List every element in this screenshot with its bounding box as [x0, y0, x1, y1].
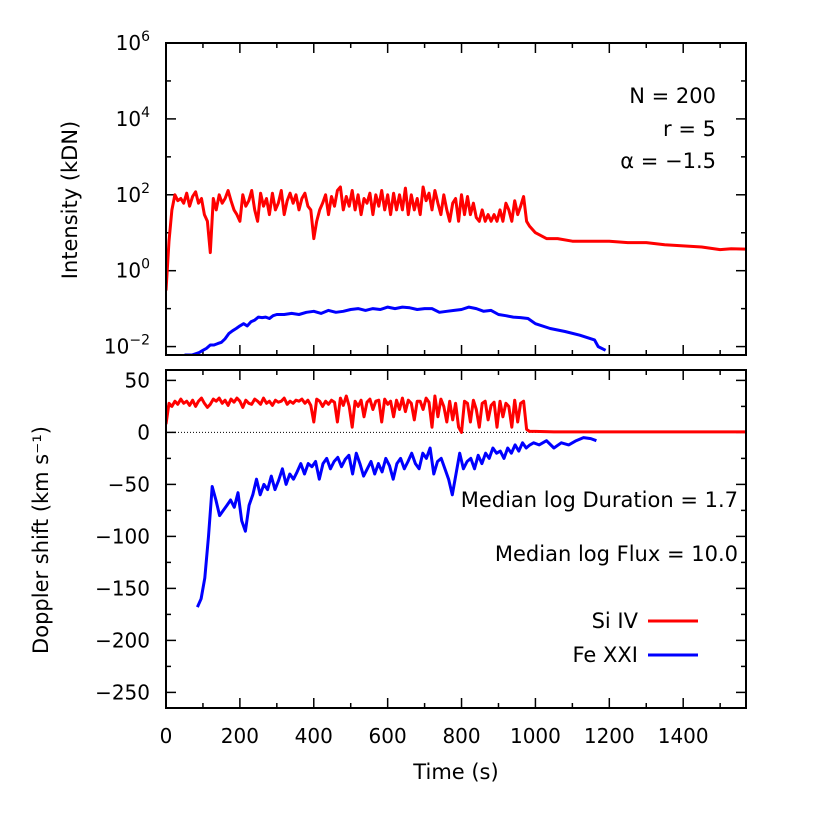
- doppler-tick-label: −250: [95, 680, 150, 704]
- doppler-line-fe-xxi: [196, 436, 597, 608]
- annotation-median-flux: Median log Flux = 10.0: [495, 542, 738, 566]
- doppler-tick-label: 50: [125, 368, 150, 392]
- intensity-tick-label: 106: [116, 29, 150, 55]
- intensity-line-fe-xxi: [184, 305, 607, 355]
- x-tick-label: 1200: [584, 724, 635, 748]
- intensity-tick-label: 102: [116, 181, 150, 207]
- annotation-r: r = 5: [663, 117, 716, 141]
- legend-label-fe-xxi: Fe XXI: [573, 643, 639, 667]
- doppler-tick-label: −150: [95, 576, 150, 600]
- intensity-tick-label: 10−2: [104, 333, 150, 359]
- intensity-plot-frame: [165, 42, 747, 356]
- intensity-line-si-iv: [166, 185, 746, 291]
- x-tick-label: 800: [442, 724, 480, 748]
- intensity-series: [166, 185, 746, 355]
- x-tick-label: 1400: [658, 724, 709, 748]
- intensity-panel: 10−2 100 102 104 106 Intensity (kDN) N = 200…: [58, 29, 747, 359]
- annotation-median-duration: Median log Duration = 1.7: [461, 488, 738, 512]
- legend-label-si-iv: Si IV: [592, 609, 639, 633]
- intensity-tick-label: 100: [116, 257, 150, 283]
- doppler-series: [166, 394, 746, 608]
- x-tick-label: 1000: [510, 724, 561, 748]
- doppler-line-si-iv: [166, 394, 746, 434]
- doppler-tick-label: 0: [137, 420, 150, 444]
- doppler-panel: 50 0 −50 −100 −150 −200 −250 0 200 400 600 800 1000 1…: [29, 368, 747, 784]
- annotation-alpha: α = −1.5: [620, 149, 716, 173]
- doppler-tick-label: −100: [95, 524, 150, 548]
- annotation-n: N = 200: [629, 84, 716, 108]
- x-tick-label: 600: [369, 724, 407, 748]
- doppler-ticks: 50 0 −50 −100 −150 −200 −250 0 200 400 600 800 1000 1…: [95, 368, 746, 748]
- x-tick-label: 0: [160, 724, 173, 748]
- x-tick-label: 400: [295, 724, 333, 748]
- x-axis-label: Time (s): [412, 760, 498, 784]
- doppler-plot-frame: [165, 369, 747, 709]
- doppler-y-axis-label: Doppler shift (km s⁻¹): [29, 426, 53, 654]
- x-tick-label: 200: [221, 724, 259, 748]
- doppler-tick-label: −50: [108, 472, 150, 496]
- intensity-y-axis-label: Intensity (kDN): [58, 121, 82, 280]
- doppler-tick-label: −200: [95, 628, 150, 652]
- legend: Si IV Fe XXI: [573, 609, 698, 667]
- intensity-tick-label: 104: [116, 105, 150, 131]
